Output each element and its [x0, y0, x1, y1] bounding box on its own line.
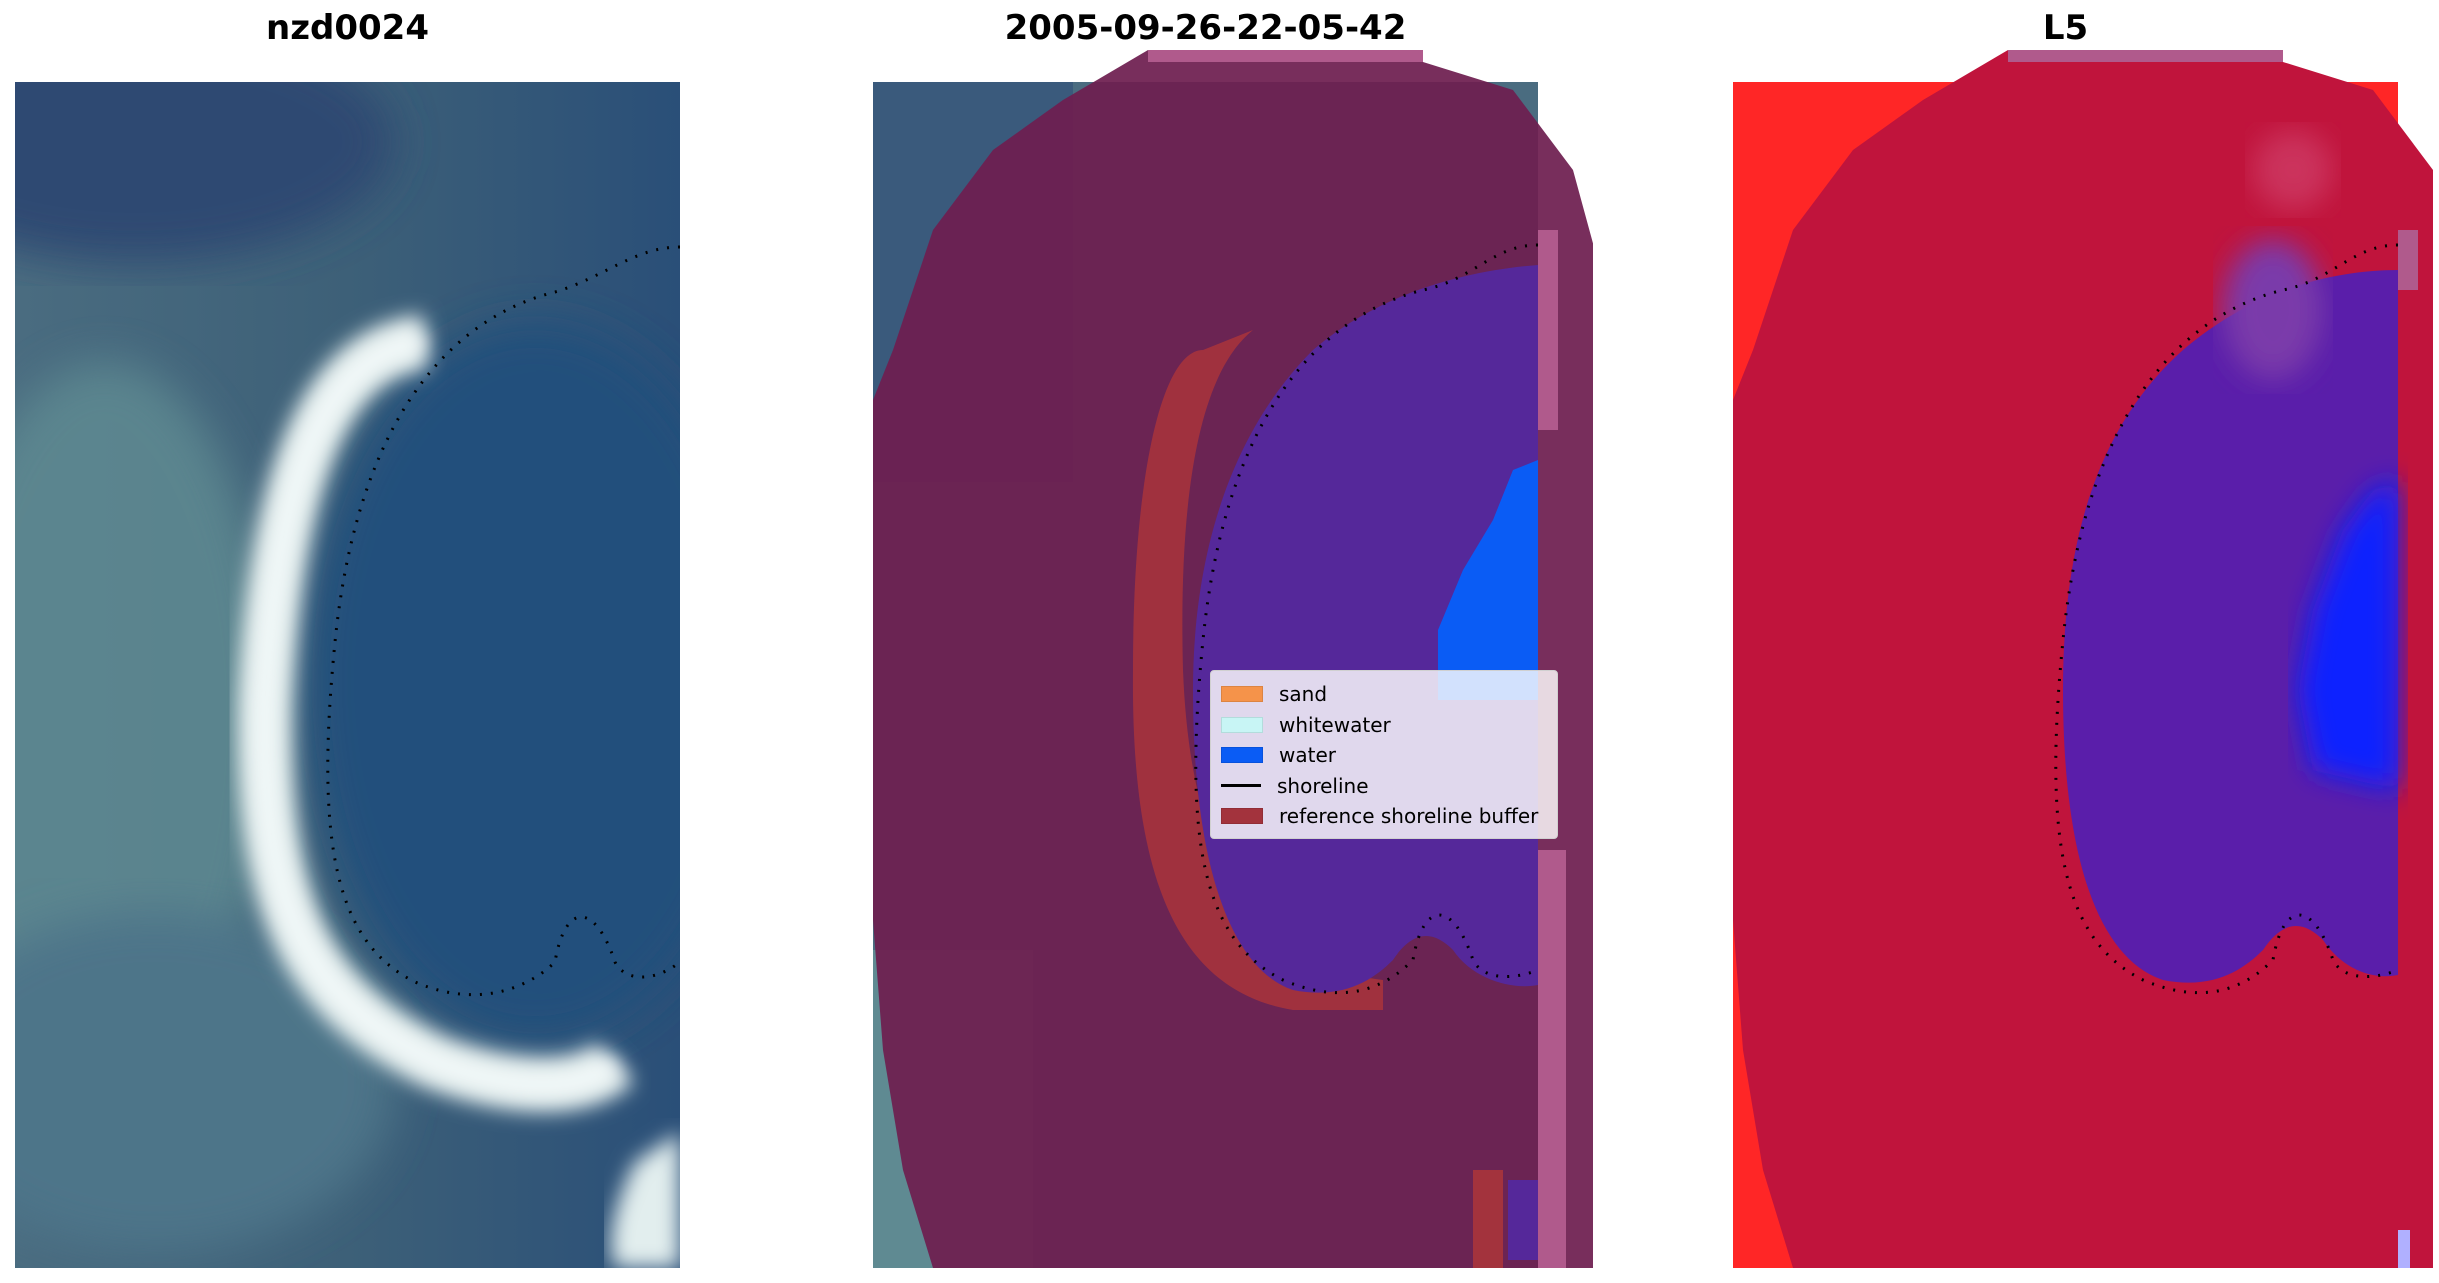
legend-label: sand: [1279, 682, 1328, 707]
legend-label: reference shoreline buffer: [1279, 804, 1539, 829]
panel-title-2: 2005-09-26-22-05-42: [1004, 8, 1407, 48]
rgb-image-panel: [15, 82, 680, 1268]
legend-item-whitewater: whitewater: [1221, 710, 1547, 741]
legend-item-water: water: [1221, 740, 1547, 771]
index-image: [1733, 50, 2433, 1268]
index-panel: [1733, 50, 2433, 1268]
classification-panel: [873, 50, 1593, 1268]
legend-swatch-whitewater: [1221, 716, 1263, 733]
legend-swatch-sand: [1221, 686, 1263, 703]
legend: sand whitewater water shoreline referenc…: [1210, 670, 1558, 839]
shoreline-dotted-2: [1194, 243, 1539, 995]
shoreline-dotted-3: [2054, 243, 2399, 995]
rgb-image: [15, 82, 680, 1268]
legend-swatch-water: [1221, 747, 1263, 764]
legend-swatch-reference-buffer: [1221, 808, 1263, 825]
legend-item-shoreline: shoreline: [1221, 771, 1547, 802]
classification-image: [873, 50, 1593, 1268]
legend-label: whitewater: [1279, 712, 1391, 737]
legend-item-reference-buffer: reference shoreline buffer: [1221, 801, 1547, 832]
shoreline-dotted-1: [326, 245, 680, 997]
legend-label: water: [1279, 743, 1336, 768]
legend-swatch-shoreline: [1221, 784, 1261, 788]
panel-title-3: L5: [2042, 8, 2089, 48]
legend-item-sand: sand: [1221, 679, 1547, 710]
panel-title-1: nzd0024: [266, 8, 429, 48]
legend-label: shoreline: [1277, 773, 1369, 798]
